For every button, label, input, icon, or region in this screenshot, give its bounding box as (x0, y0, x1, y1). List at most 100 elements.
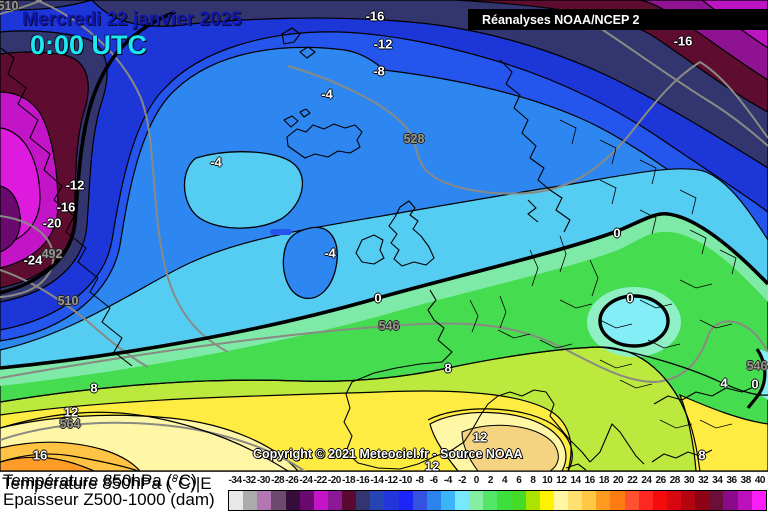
temperature-contour-label: 8 (698, 447, 706, 463)
cold-bands (0, 0, 768, 342)
temperature-contour-label: -4 (210, 154, 222, 170)
thickness-contour-label: 564 (59, 416, 81, 431)
thickness-contour-label: 528 (403, 131, 425, 146)
legend-line1: Température 850hPa (°C)|E (2, 474, 212, 493)
temperature-contour-label: -4 (321, 86, 333, 102)
scale-color-cell (596, 491, 611, 510)
scale-color-cell (737, 491, 752, 510)
scale-color-cell (511, 491, 526, 510)
thick-isotherms (0, 10, 768, 370)
scale-tick-value: -6 (429, 475, 438, 486)
scale-tick-value: 20 (613, 475, 624, 486)
legend-line1-ghost: Température 850hPa (°C) (3, 471, 197, 490)
scale-color-cell (624, 491, 639, 510)
scale-color-cell (681, 491, 696, 510)
scale-tick-value: -4 (443, 475, 452, 486)
thickness-contour-label: 510 (0, 0, 19, 13)
temperature-contour-label: -12 (373, 36, 393, 52)
scale-tick-value: -12 (384, 475, 398, 486)
temperature-contour-label: -16 (673, 33, 693, 49)
scale-color-cell (483, 491, 498, 510)
temperature-contour-label: 4 (720, 375, 728, 391)
scale-color-cell (666, 491, 681, 510)
temperature-contour-label: -16 (365, 8, 385, 24)
scale-tick-value: 22 (627, 475, 638, 486)
scale-color-cell (426, 491, 441, 510)
date-label: Mercredi 22 janvier 2025 (22, 9, 242, 30)
coastlines (0, 27, 757, 471)
temperature-contour-label: -24 (23, 252, 43, 268)
scale-color-cell (610, 491, 625, 510)
country-borders (469, 119, 737, 429)
scale-color-cell (342, 491, 357, 510)
scale-tick-value: 32 (698, 475, 709, 486)
scale-color-cell (582, 491, 597, 510)
scale-tick-value: -20 (327, 475, 341, 486)
time-label: 0:00 UTC (30, 30, 148, 60)
scale-color-cell (553, 491, 568, 510)
scale-tick-value: -14 (370, 475, 384, 486)
scale-tick-value: -2 (458, 475, 466, 486)
scale-color-cell (257, 491, 272, 510)
scale-color-cell (652, 491, 667, 510)
scale-tick-value: 24 (641, 475, 652, 486)
scale-tick-row: -34 -32 -30 -28 -26 -24 -22 -20 -18 -16 -14 -12 -10-… (228, 476, 767, 489)
copyright-text: Copyright © 2021 Meteociel.fr - Source N… (253, 447, 523, 461)
scale-tick-value: 6 (516, 475, 522, 486)
scale-tick-value: 16 (584, 475, 596, 486)
scale-tick-value: -28 (271, 475, 285, 486)
scale-color-cell (243, 491, 258, 510)
scale-color-cell (229, 491, 244, 510)
scale-color-cell (271, 491, 286, 510)
warm-bands (0, 213, 768, 471)
scale-tick-value: 12 (556, 475, 567, 486)
temperature-contour-label: -8 (373, 63, 385, 79)
temperature-contour-label: 8 (444, 360, 452, 376)
scale-color-cell (455, 491, 470, 510)
scale-color-cell (412, 491, 427, 510)
temperature-contour-label: -20 (42, 215, 62, 231)
scale-color-cell (285, 491, 300, 510)
temperature-contour-label: 12 (424, 458, 440, 474)
scale-tick-value: -26 (285, 475, 299, 486)
scale-tick-value: 38 (740, 475, 752, 486)
scale-color-cell (313, 491, 328, 510)
pockets (183, 151, 768, 409)
thin-isotherms (0, 346, 768, 471)
scale-tick-value: -10 (398, 475, 412, 486)
scale-color-cell (469, 491, 484, 510)
source-banner: Réanalyses NOAA/NCEP 2 (468, 9, 768, 30)
scale-tick-value: 34 (712, 475, 723, 486)
scale-color-cell (525, 491, 540, 510)
scale-tick-value: -32 (242, 475, 256, 486)
scale-tick-value: 0 (473, 475, 480, 486)
scale-tick-value: -22 (313, 475, 327, 486)
thickness-contour-label: 510 (57, 293, 79, 308)
scale-color-cell (751, 491, 766, 510)
legend-strip: Température 850hPa (°C) Température 850h… (0, 471, 768, 512)
scale-tick-value: 8 (530, 475, 536, 486)
thickness-contour-label: 546 (378, 318, 400, 333)
scale-tick-value: -34 (228, 475, 242, 486)
map-labels-layer: 510 -16 -12 -8 -4 528 -4 -12 -16 -20 492 -24 510 -16-… (0, 0, 767, 474)
scale-color-cell (709, 491, 724, 510)
scale-tick-value: 30 (683, 475, 695, 486)
scale-color-cell (695, 491, 710, 510)
temperature-contour-label: 12 (63, 404, 79, 420)
scale-tick-value: 2 (487, 475, 494, 486)
scale-tick-value: -18 (342, 475, 356, 486)
scale-color-cell (370, 491, 385, 510)
scale-tick-value: 4 (502, 475, 508, 486)
temperature-contour-label: 8 (90, 380, 98, 396)
temperature-contour-label: -16 (56, 199, 76, 215)
temperature-scale-bar (228, 490, 767, 511)
scale-color-cell (327, 491, 342, 510)
map-svg (0, 0, 768, 471)
temperature-contour-label: 0 (613, 225, 621, 241)
temperature-contour-label: 12 (472, 429, 488, 445)
thickness-contour-label: 492 (41, 246, 63, 261)
scale-color-cell (398, 491, 413, 510)
scale-tick-value: -30 (256, 475, 270, 486)
scale-color-cell (384, 491, 399, 510)
temperature-contour-label: 16 (32, 447, 48, 463)
